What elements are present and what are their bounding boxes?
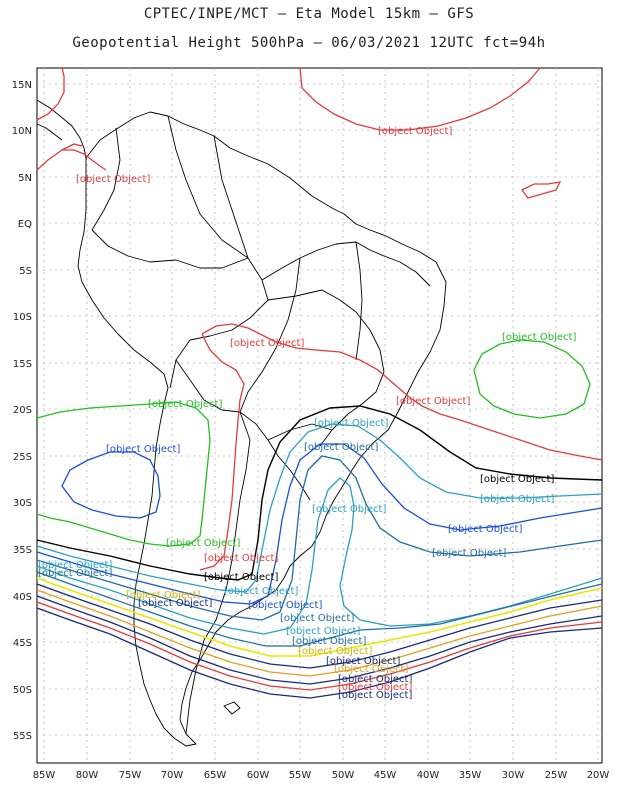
contour-5640 [36,595,603,685]
contour-5840 [36,67,603,571]
contour-label: [object Object] [148,399,222,410]
contour-label: [object Object] [292,636,366,647]
latitude-labels: 15N 10N 5N EQ 5S 10S 15S 20S 25S 30S 35S… [12,80,32,742]
lat-label: EQ [18,219,32,230]
lat-label: 55S [13,731,32,742]
contour-label: [object Object] [286,626,360,637]
contour-label: [object Object] [480,494,554,505]
contour-label: [object Object] [338,682,412,693]
contour-5760 [36,455,603,621]
lat-label: 15S [13,359,32,370]
lon-label: 20W [587,770,610,781]
contour-5720 [36,571,603,647]
lon-label: 85W [33,770,56,781]
contour-5740 [36,477,603,635]
contour-5880 [61,451,161,519]
lon-label: 80W [76,770,99,781]
contour-5660 [36,589,603,677]
contour-label: [object Object] [38,560,112,571]
coastlines [36,99,447,747]
contour-label: [object Object] [338,690,412,701]
contour-label: [object Object] [334,664,408,675]
contour-5620 [36,601,603,691]
contour-label: [object Object] [298,646,372,657]
contour-label: [object Object] [126,590,200,601]
contour-5680 [36,583,603,669]
lon-label: 75W [119,770,142,781]
graticule [37,68,602,763]
contour-5820 [36,405,603,581]
lon-label: 40W [417,770,440,781]
contour-5860 [36,339,591,547]
lon-label: 45W [374,770,397,781]
contour-5700 [36,577,603,657]
contour-label: [object Object] [166,538,240,549]
map-frame [36,67,603,764]
lat-label: 10N [12,126,32,137]
contour-label: [object Object] [204,572,278,583]
contour-label: [object Object] [326,656,400,667]
contour-5600 [36,607,603,699]
contour-label: [object Object] [138,598,212,609]
contour-label: [object Object] [38,568,112,579]
contour-label: [object Object] [248,600,322,611]
lon-label: 60W [247,770,270,781]
lat-label: 20S [13,405,32,416]
contour-label: [object Object] [448,524,522,535]
lat-label: 30S [13,498,32,509]
contour-labels: [object Object] [object Object] [object … [38,126,576,701]
lat-label: 5N [18,173,32,184]
contour-label: [object Object] [314,418,388,429]
lat-label: 35S [13,545,32,556]
lat-label: 45S [13,638,32,649]
lon-label: 25W [545,770,568,781]
contour-5800 [36,423,603,593]
contour-label: [object Object] [106,444,180,455]
contour-label: [object Object] [378,126,452,137]
lat-label: 15N [12,80,32,91]
lon-label: 65W [204,770,227,781]
contour-label: [object Object] [204,553,278,564]
lon-label: 70W [161,770,184,781]
map-title: CPTEC/INPE/MCT – Eta Model 15km – GFS [143,6,475,22]
lat-label: 40S [13,592,32,603]
lon-label: 35W [459,770,482,781]
contour-label: [object Object] [230,338,304,349]
lon-label: 30W [502,770,525,781]
contour-label: [object Object] [396,396,470,407]
lon-label: 55W [289,770,312,781]
contour-label: [object Object] [432,548,506,559]
contour-5780 [36,443,603,605]
lat-label: 5S [19,266,32,277]
lat-label: 25S [13,452,32,463]
lon-label: 50W [332,770,355,781]
longitude-labels: 85W 80W 75W 70W 65W 60W 55W 50W 45W 40W … [33,770,610,781]
contour-label: [object Object] [224,586,298,597]
contour-label: [object Object] [304,442,378,453]
contour-label: [object Object] [338,674,412,685]
contour-label: [object Object] [312,504,386,515]
contour-label: [object Object] [76,174,150,185]
lat-label: 50S [13,685,32,696]
contour-label: [object Object] [280,613,354,624]
map-subtitle: Geopotential Height 500hPa – 06/03/2021 … [72,35,546,51]
lat-label: 10S [13,312,32,323]
contour-label: [object Object] [502,332,576,343]
contour-label: [object Object] [480,474,554,485]
